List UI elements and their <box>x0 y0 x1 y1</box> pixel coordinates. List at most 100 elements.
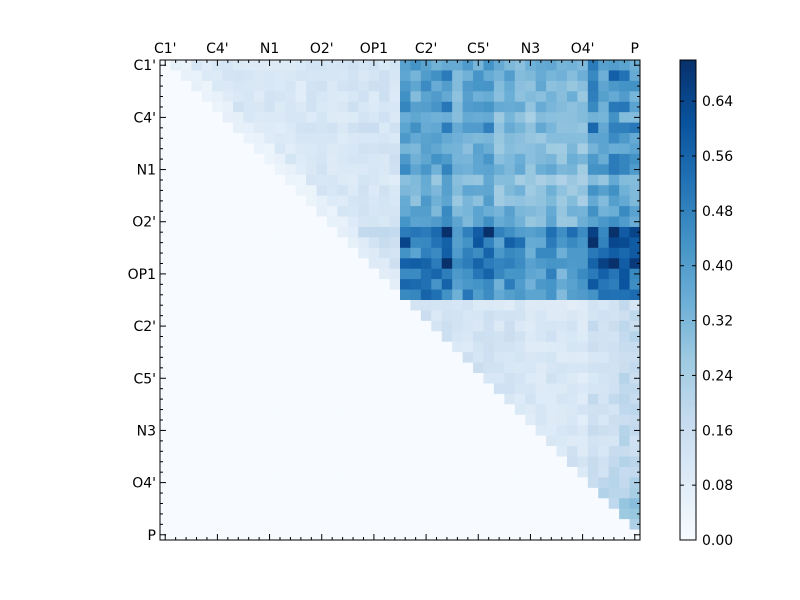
heatmap-cell <box>253 498 265 510</box>
heatmap-cell <box>598 508 610 520</box>
heatmap-cell <box>389 498 401 510</box>
heatmap-cell <box>285 143 297 155</box>
heatmap-cell <box>608 70 620 82</box>
heatmap-cell <box>222 164 234 176</box>
heatmap-cell <box>462 133 474 144</box>
heatmap-cell <box>347 101 359 113</box>
heatmap-cell <box>368 456 380 468</box>
heatmap-cell <box>629 362 641 374</box>
heatmap-cell <box>441 101 453 113</box>
heatmap-cell <box>285 320 297 332</box>
heatmap-cell <box>358 477 370 489</box>
heatmap-cell <box>525 310 537 322</box>
heatmap-cell <box>452 519 463 530</box>
heatmap-cell <box>326 289 338 301</box>
heatmap-cell <box>358 352 370 363</box>
heatmap-cell <box>566 341 578 353</box>
heatmap-cell <box>608 446 620 457</box>
heatmap-cell <box>619 425 630 437</box>
heatmap-cell <box>420 80 432 92</box>
heatmap-cell <box>483 195 495 207</box>
heatmap-cell <box>243 164 255 176</box>
heatmap-cell <box>170 174 182 186</box>
heatmap-cell <box>577 393 589 405</box>
heatmap-cell <box>285 289 297 301</box>
heatmap-cell <box>379 247 390 259</box>
heatmap-cell <box>525 300 537 311</box>
heatmap-cell <box>420 216 432 228</box>
heatmap-cell <box>525 508 537 520</box>
heatmap-cell <box>473 300 484 311</box>
heatmap-cell <box>420 320 432 332</box>
heatmap-cell <box>504 133 516 144</box>
heatmap-cell <box>295 80 307 92</box>
heatmap-cell <box>233 143 244 155</box>
heatmap-cell <box>577 206 589 217</box>
heatmap-cell <box>566 487 578 499</box>
heatmap-cell <box>504 112 516 123</box>
heatmap-cell <box>170 435 182 447</box>
heatmap-cell <box>347 153 359 165</box>
heatmap-cell <box>368 122 380 134</box>
heatmap-cell <box>347 258 359 270</box>
heatmap-cell <box>243 331 255 343</box>
heatmap-cell <box>546 247 557 259</box>
heatmap-cell <box>483 498 495 510</box>
heatmap-cell <box>619 216 630 228</box>
heatmap-cell <box>577 331 589 343</box>
heatmap-cell <box>253 456 265 468</box>
heatmap-cell <box>295 122 307 134</box>
heatmap-cell <box>233 247 244 259</box>
heatmap-cell <box>316 341 328 353</box>
heatmap-cell <box>358 456 370 468</box>
heatmap-cell <box>608 508 620 520</box>
heatmap-cell <box>274 435 286 447</box>
heatmap-cell <box>264 80 276 92</box>
heatmap-cell <box>514 383 526 395</box>
heatmap-cell <box>222 352 234 363</box>
heatmap-cell <box>629 122 641 134</box>
heatmap-cell <box>274 519 286 530</box>
heatmap-cell <box>535 383 547 395</box>
heatmap-cell <box>452 300 463 311</box>
heatmap-cell <box>368 185 380 197</box>
heatmap-cell <box>285 279 297 290</box>
heatmap-cell <box>514 122 526 134</box>
heatmap-cell <box>525 289 537 301</box>
heatmap-cell <box>619 206 630 217</box>
heatmap-cell <box>598 133 610 144</box>
heatmap-cell <box>619 519 630 530</box>
heatmap-cell <box>295 341 307 353</box>
heatmap-cell <box>316 456 328 468</box>
heatmap-cell <box>222 477 234 489</box>
heatmap-cell <box>264 446 276 457</box>
heatmap-cell <box>598 393 610 405</box>
heatmap-cell <box>608 487 620 499</box>
heatmap-cell <box>389 133 401 144</box>
heatmap-cell <box>233 310 244 322</box>
heatmap-cell <box>598 101 610 113</box>
heatmap-cell <box>295 414 307 426</box>
heatmap-cell <box>233 60 244 71</box>
heatmap-cell <box>160 466 171 478</box>
heatmap-cell <box>337 195 349 207</box>
heatmap-cell <box>201 300 213 311</box>
heatmap-cell <box>504 414 516 426</box>
heatmap-cell <box>619 477 630 489</box>
heatmap-cell <box>379 519 390 530</box>
heatmap-cell <box>285 425 297 437</box>
y-tick-label: O4' <box>132 476 156 492</box>
heatmap-cell <box>473 226 484 238</box>
heatmap-cell <box>525 268 537 280</box>
heatmap-cell <box>285 112 297 123</box>
heatmap-cell <box>431 362 443 374</box>
heatmap-cell <box>212 112 223 123</box>
heatmap-cell <box>420 477 432 489</box>
heatmap-cell <box>504 508 516 520</box>
heatmap-cell <box>326 508 338 520</box>
heatmap-cell <box>608 237 620 249</box>
heatmap-cell <box>452 331 463 343</box>
heatmap-cell <box>264 237 276 249</box>
heatmap-cell <box>441 268 453 280</box>
heatmap-cell <box>431 153 443 165</box>
